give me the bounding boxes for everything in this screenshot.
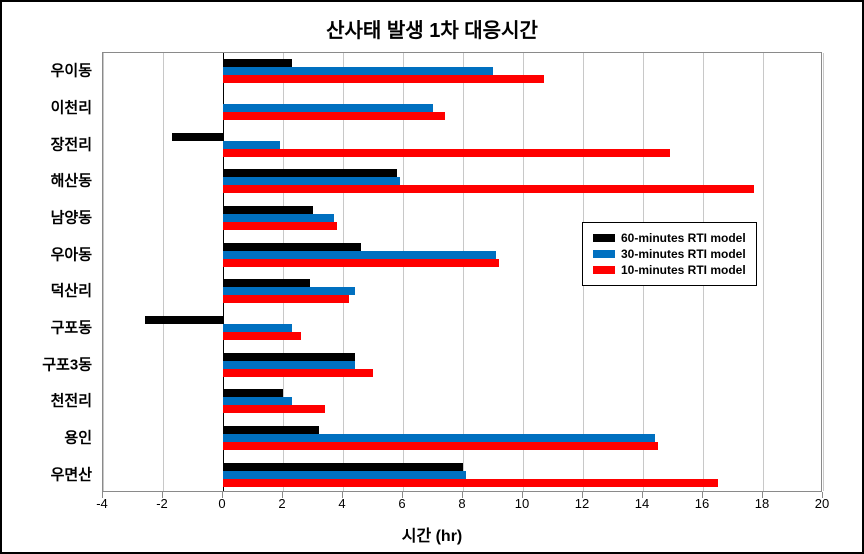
legend-label: 10-minutes RTI model — [621, 263, 746, 277]
x-axis-label: 시간 (hr) — [2, 522, 862, 546]
y-category-label: 구포3동 — [2, 353, 92, 374]
bar-m60 — [145, 316, 223, 324]
y-category-label: 덕산리 — [2, 280, 92, 301]
bar-m10 — [223, 442, 658, 450]
y-category-label: 이천리 — [2, 97, 92, 118]
bar-m60 — [223, 169, 397, 177]
x-tick-label: 6 — [398, 496, 405, 511]
bar-m10 — [223, 369, 373, 377]
bar-m60 — [223, 463, 463, 471]
bar-m30 — [223, 471, 466, 479]
gridline — [823, 53, 824, 491]
bar-m30 — [223, 251, 496, 259]
x-tick-label: 14 — [635, 496, 649, 511]
bar-m60 — [223, 243, 361, 251]
x-tick-label: -4 — [96, 496, 108, 511]
legend-item: 10-minutes RTI model — [593, 263, 746, 277]
y-category-label: 장전리 — [2, 133, 92, 154]
y-category-label: 우아동 — [2, 243, 92, 264]
bar-m10 — [223, 112, 445, 120]
bar-m10 — [223, 259, 499, 267]
y-category-label: 용인 — [2, 427, 92, 448]
x-tick-label: 8 — [458, 496, 465, 511]
bar-m10 — [223, 332, 301, 340]
gridline — [163, 53, 164, 491]
y-category-label: 우이동 — [2, 60, 92, 81]
bar-m60 — [223, 353, 355, 361]
bar-m30 — [223, 361, 355, 369]
bar-m10 — [223, 222, 337, 230]
bar-m30 — [223, 287, 355, 295]
bar-m30 — [223, 397, 292, 405]
bar-m30 — [223, 434, 655, 442]
bar-m60 — [223, 59, 292, 67]
bar-m10 — [223, 75, 544, 83]
bar-m10 — [223, 295, 349, 303]
bar-m10 — [223, 479, 718, 487]
bar-m30 — [223, 324, 292, 332]
bar-m10 — [223, 405, 325, 413]
bar-m60 — [223, 206, 313, 214]
bar-m60 — [172, 133, 223, 141]
gridline — [763, 53, 764, 491]
x-tick-label: 20 — [815, 496, 829, 511]
legend-label: 30-minutes RTI model — [621, 247, 746, 261]
chart-title: 산사태 발생 1차 대응시간 — [2, 14, 862, 43]
bar-m60 — [223, 426, 319, 434]
x-tick-label: 2 — [278, 496, 285, 511]
legend-item: 60-minutes RTI model — [593, 231, 746, 245]
legend: 60-minutes RTI model 30-minutes RTI model… — [582, 222, 757, 286]
x-tick-label: 4 — [338, 496, 345, 511]
x-tick-label: 16 — [695, 496, 709, 511]
y-category-label: 해산동 — [2, 170, 92, 191]
bar-m30 — [223, 67, 493, 75]
x-tick-label: 12 — [575, 496, 589, 511]
x-tick-label: 10 — [515, 496, 529, 511]
gridline — [523, 53, 524, 491]
legend-item: 30-minutes RTI model — [593, 247, 746, 261]
bar-m60 — [223, 279, 310, 287]
y-category-label: 구포동 — [2, 317, 92, 338]
bar-m30 — [223, 214, 334, 222]
legend-swatch — [593, 250, 615, 258]
bar-m30 — [223, 104, 433, 112]
legend-swatch — [593, 234, 615, 242]
bar-m60 — [223, 389, 283, 397]
legend-swatch — [593, 266, 615, 274]
x-tick-label: 18 — [755, 496, 769, 511]
y-category-label: 우면산 — [2, 463, 92, 484]
gridline — [463, 53, 464, 491]
gridline — [103, 53, 104, 491]
x-tick-label: 0 — [218, 496, 225, 511]
bar-m10 — [223, 185, 754, 193]
bar-m10 — [223, 149, 670, 157]
legend-label: 60-minutes RTI model — [621, 231, 746, 245]
y-category-label: 남양동 — [2, 207, 92, 228]
bar-m30 — [223, 141, 280, 149]
x-tick-label: -2 — [156, 496, 168, 511]
chart-container: 산사태 발생 1차 대응시간 60-minutes RTI model 30-mi… — [0, 0, 864, 554]
y-category-label: 천전리 — [2, 390, 92, 411]
bar-m30 — [223, 177, 400, 185]
